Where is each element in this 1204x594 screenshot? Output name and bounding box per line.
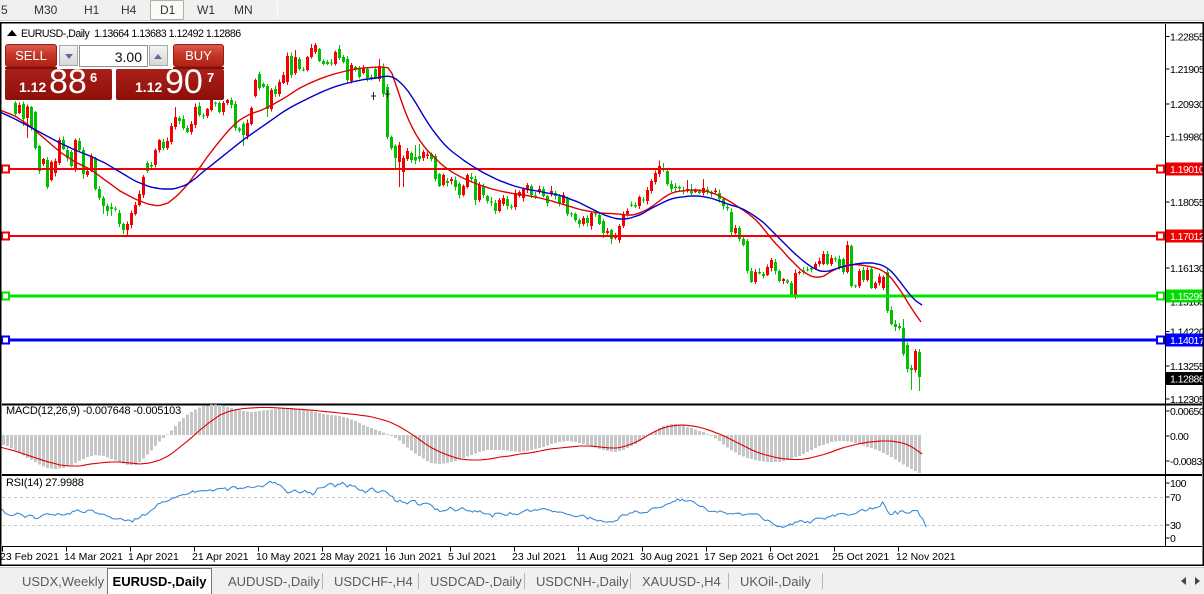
svg-text:30: 30 (1170, 520, 1181, 532)
svg-text:1.16130: 1.16130 (1170, 263, 1204, 275)
svg-text:RSI(14) 27.9988: RSI(14) 27.9988 (6, 477, 84, 489)
svg-text:1.19010: 1.19010 (1170, 164, 1204, 176)
svg-text:1.13255: 1.13255 (1170, 361, 1204, 373)
svg-text:1 Apr 2021: 1 Apr 2021 (128, 551, 179, 563)
svg-text:17 Sep 2021: 17 Sep 2021 (704, 551, 764, 563)
svg-text:1.15299: 1.15299 (1170, 291, 1204, 303)
svg-text:MACD(12,26,9) -0.007648 -0.005: MACD(12,26,9) -0.007648 -0.005103 (6, 405, 181, 417)
svg-text:25 Oct 2021: 25 Oct 2021 (832, 551, 889, 563)
svg-text:1.18055: 1.18055 (1170, 197, 1204, 209)
svg-text:30 Aug 2021: 30 Aug 2021 (640, 551, 699, 563)
svg-text:1.22855: 1.22855 (1170, 31, 1204, 43)
svg-text:1.12305: 1.12305 (1170, 394, 1204, 406)
svg-text:1.21905: 1.21905 (1170, 64, 1204, 76)
svg-text:1.19980: 1.19980 (1170, 131, 1204, 143)
svg-text:-0.00832: -0.00832 (1170, 456, 1204, 468)
svg-text:70: 70 (1170, 492, 1181, 504)
svg-text:5 Jul 2021: 5 Jul 2021 (448, 551, 497, 563)
svg-text:1.20930: 1.20930 (1170, 99, 1204, 111)
svg-text:EURUSD-,Daily 1.13664 1.13683: EURUSD-,Daily 1.13664 1.13683 1.12492 1.… (21, 28, 241, 40)
svg-text:10 May 2021: 10 May 2021 (256, 551, 317, 563)
svg-text:1.14017: 1.14017 (1170, 335, 1204, 347)
svg-text:23 Feb 2021: 23 Feb 2021 (0, 551, 59, 563)
svg-text:1.17012: 1.17012 (1170, 231, 1204, 243)
svg-text:0.006503: 0.006503 (1170, 406, 1204, 418)
svg-text:100: 100 (1170, 478, 1187, 490)
svg-text:0: 0 (1170, 533, 1176, 545)
svg-text:16 Jun 2021: 16 Jun 2021 (384, 551, 442, 563)
svg-text:12 Nov 2021: 12 Nov 2021 (896, 551, 956, 563)
svg-text:11 Aug 2021: 11 Aug 2021 (576, 551, 634, 563)
svg-text:6 Oct 2021: 6 Oct 2021 (768, 551, 820, 563)
svg-text:21 Apr 2021: 21 Apr 2021 (192, 551, 249, 563)
svg-text:28 May 2021: 28 May 2021 (320, 551, 381, 563)
svg-text:14 Mar 2021: 14 Mar 2021 (64, 551, 123, 563)
svg-text:23 Jul 2021: 23 Jul 2021 (512, 551, 566, 563)
svg-text:0.00: 0.00 (1170, 431, 1189, 443)
svg-text:1.12886: 1.12886 (1170, 373, 1204, 385)
